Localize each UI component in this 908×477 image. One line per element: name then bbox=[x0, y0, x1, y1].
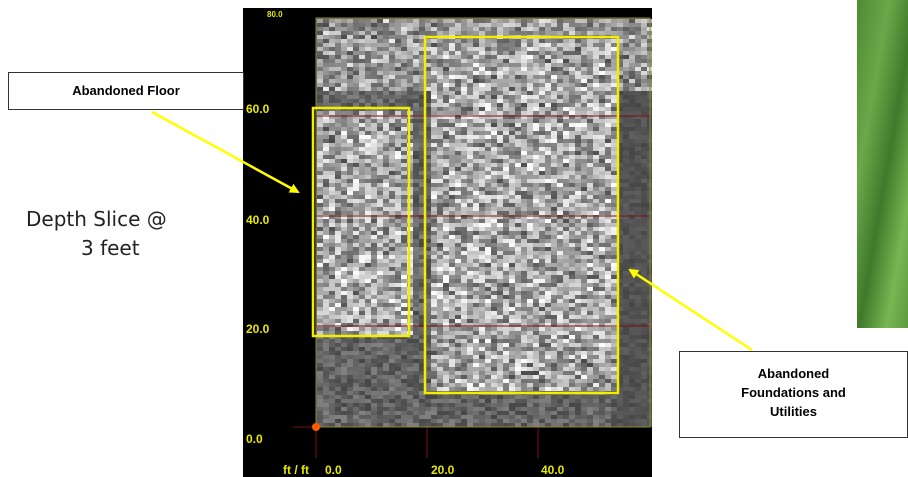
depth-caption: Depth Slice @ 3 feet bbox=[26, 205, 226, 263]
x-tick-20: 20.0 bbox=[431, 463, 455, 477]
depth-caption-line2: 3 feet bbox=[81, 236, 140, 260]
foundations-callout-line2: Foundations and bbox=[741, 385, 846, 400]
y-tick-60: 60.0 bbox=[246, 102, 270, 116]
origin-marker bbox=[312, 423, 320, 431]
scan-texture bbox=[317, 19, 652, 427]
grass-photo bbox=[857, 0, 908, 328]
foundations-callout-line1: Abandoned bbox=[757, 366, 830, 381]
foundations-highlight-box bbox=[423, 35, 620, 395]
floor-arrow bbox=[151, 110, 300, 194]
scan-border bbox=[315, 17, 651, 428]
x-tick-0: 0.0 bbox=[325, 463, 342, 477]
floor-callout-label: Abandoned Floor bbox=[72, 83, 180, 98]
floor-highlight-box bbox=[311, 106, 411, 338]
y-tick-40: 40.0 bbox=[246, 213, 270, 227]
radar-depth-slice: 60.0 40.0 20.0 0.0 80.0 ft / ft 0.0 20.0… bbox=[243, 8, 652, 477]
floor-callout: Abandoned Floor bbox=[8, 72, 244, 110]
y-tick-0: 0.0 bbox=[246, 432, 263, 446]
x-tick-40: 40.0 bbox=[541, 463, 565, 477]
y-tick-top: 80.0 bbox=[267, 10, 283, 19]
foundations-callout-line3: Utilities bbox=[770, 404, 817, 419]
radar-plot bbox=[243, 8, 652, 477]
y-tick-20: 20.0 bbox=[246, 322, 270, 336]
foundations-arrow bbox=[628, 268, 753, 352]
x-axis-prefix: ft / ft bbox=[283, 463, 309, 477]
depth-caption-line1: Depth Slice @ bbox=[26, 207, 167, 231]
foundations-callout: Abandoned Foundations and Utilities bbox=[679, 351, 908, 438]
